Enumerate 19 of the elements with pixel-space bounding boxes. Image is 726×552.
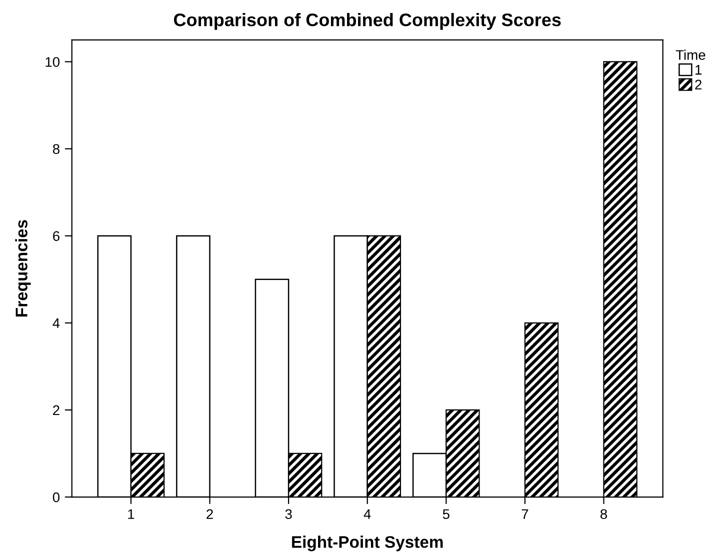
y-tick-label: 6 — [53, 231, 60, 242]
chart-title: Comparison of Combined Complexity Scores — [174, 12, 561, 30]
x-tick-label: 5 — [442, 509, 450, 520]
x-tick-label: 2 — [206, 509, 213, 519]
y-tick-label: 10 — [46, 57, 60, 67]
y-axis-title: Frequencies — [15, 220, 31, 316]
x-tick-label: 8 — [600, 509, 607, 520]
y-tick-label: 0 — [52, 492, 60, 502]
x-tick-label: 1 — [128, 509, 134, 519]
x-axis-title: Eight-Point System — [292, 536, 443, 552]
legend-title: Time — [676, 50, 706, 60]
legend-label: 1 — [696, 65, 702, 75]
x-tick-label: 4 — [364, 509, 371, 519]
x-tick-label: 3 — [285, 509, 292, 520]
x-tick-label: 7 — [522, 509, 528, 519]
y-tick-label: 8 — [52, 144, 60, 154]
y-tick-label: 4 — [52, 318, 60, 328]
legend-label: 2 — [695, 80, 702, 90]
y-tick-label: 2 — [53, 405, 60, 415]
